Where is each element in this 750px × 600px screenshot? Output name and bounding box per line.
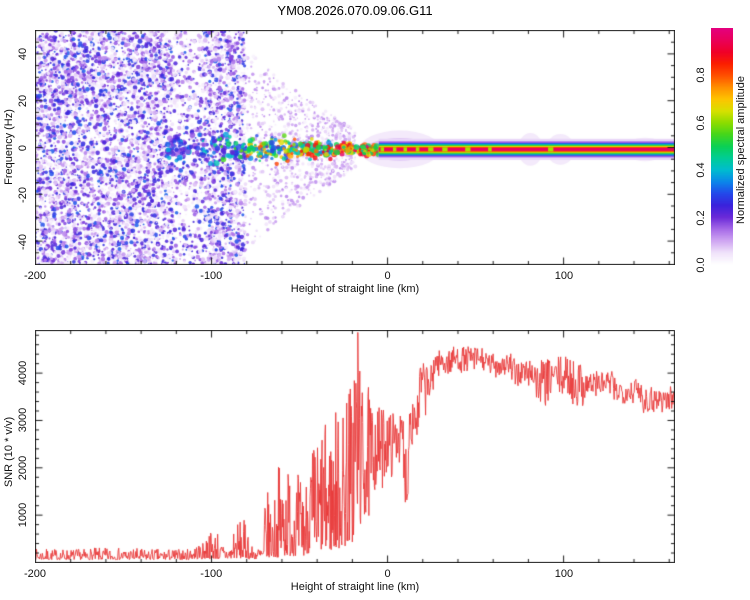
spectrogram-x-tick-label: -100 (200, 270, 223, 282)
colorbar-tick-label: 0.8 (695, 67, 707, 84)
top-x-axis-label: Height of straight line (km) (290, 283, 420, 295)
colorbar-axis-label: Normalized spectral amplitude (735, 76, 747, 224)
snr-y-tick-label: 4000 (17, 360, 29, 386)
bottom-y-axis-label: SNR (10 * v/v) (3, 416, 15, 488)
spectrogram-plot (35, 30, 675, 265)
spectrogram-x-tick-label: 0 (384, 270, 391, 282)
spectrogram-y-tick-label: 20 (17, 94, 29, 107)
colorbar-tick-label: 0.4 (695, 162, 707, 178)
colorbar (711, 28, 733, 265)
snr-x-tick-label: -200 (23, 568, 47, 580)
snr-y-tick-label: 3000 (17, 408, 29, 433)
bottom-x-axis-label: Height of straight line (km) (290, 581, 420, 593)
spectrogram-y-tick-label: -20 (17, 186, 29, 203)
spectrogram-x-tick-label: -200 (23, 270, 47, 282)
snr-x-tick-label: 0 (384, 568, 391, 580)
snr-x-tick-label: 100 (554, 568, 574, 580)
colorbar-tick-label: 0.0 (695, 257, 707, 273)
top-y-axis-label: Frequency (Hz) (3, 109, 15, 185)
spectrogram-x-tick-label: 100 (554, 270, 574, 282)
spectrogram-y-tick-label: 0 (17, 144, 29, 151)
plot-title: YM08.2026.070.09.06.G11 (277, 3, 433, 18)
spectrogram-y-tick-label: 40 (17, 47, 29, 60)
snr-x-tick-label: -100 (200, 568, 223, 580)
snr-y-tick-label: 1000 (17, 503, 29, 528)
colorbar-tick-label: 0.2 (695, 209, 707, 226)
snr-y-tick-label: 2000 (17, 455, 29, 481)
snr-plot (35, 330, 675, 563)
spectrogram-y-tick-label: -40 (17, 233, 29, 250)
colorbar-tick-label: 0.6 (695, 115, 707, 131)
